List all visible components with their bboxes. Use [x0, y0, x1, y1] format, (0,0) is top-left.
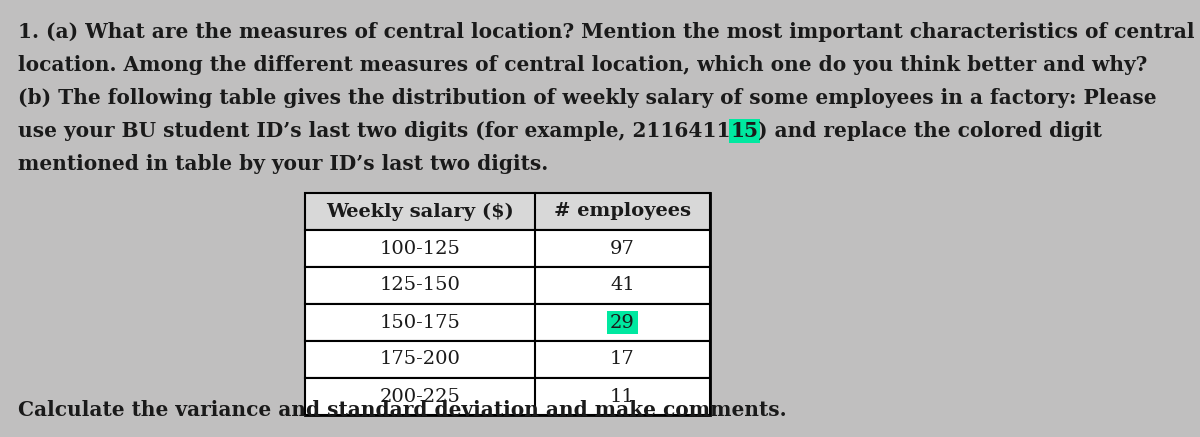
Text: (b) The following table gives the distribution of weekly salary of some employee: (b) The following table gives the distri… — [18, 88, 1157, 108]
Text: Weekly salary ($): Weekly salary ($) — [326, 202, 514, 221]
Text: # employees: # employees — [554, 202, 691, 221]
Text: ) and replace the colored digit: ) and replace the colored digit — [758, 121, 1103, 141]
Bar — [305, 230, 710, 267]
Text: location. Among the different measures of central location, which one do you thi: location. Among the different measures o… — [18, 55, 1147, 75]
Bar — [305, 341, 710, 378]
Text: mentioned in table by your ID’s last two digits.: mentioned in table by your ID’s last two… — [18, 154, 548, 174]
Text: 150-175: 150-175 — [379, 313, 461, 332]
Text: Calculate the variance and standard deviation and make comments.: Calculate the variance and standard devi… — [18, 400, 787, 420]
Bar — [305, 193, 710, 415]
Bar — [305, 341, 710, 378]
Text: 100-125: 100-125 — [379, 239, 461, 257]
Text: 15: 15 — [731, 121, 758, 141]
Bar — [305, 267, 710, 304]
Text: 29: 29 — [610, 313, 635, 332]
Text: 17: 17 — [610, 350, 635, 368]
Bar — [305, 230, 710, 267]
Bar — [305, 193, 710, 230]
Bar — [305, 193, 710, 230]
Text: 125-150: 125-150 — [379, 277, 461, 295]
Text: 97: 97 — [610, 239, 635, 257]
Text: 175-200: 175-200 — [379, 350, 461, 368]
Text: 1. (a) What are the measures of central location? Mention the most important cha: 1. (a) What are the measures of central … — [18, 22, 1194, 42]
Text: 41: 41 — [610, 277, 635, 295]
Bar — [305, 267, 710, 304]
Text: 200-225: 200-225 — [379, 388, 461, 406]
Bar — [305, 304, 710, 341]
Bar — [305, 304, 710, 341]
Bar — [305, 378, 710, 415]
Text: 11: 11 — [610, 388, 635, 406]
Bar — [305, 378, 710, 415]
Text: use your BU student ID’s last two digits (for example, 2116411: use your BU student ID’s last two digits… — [18, 121, 731, 141]
